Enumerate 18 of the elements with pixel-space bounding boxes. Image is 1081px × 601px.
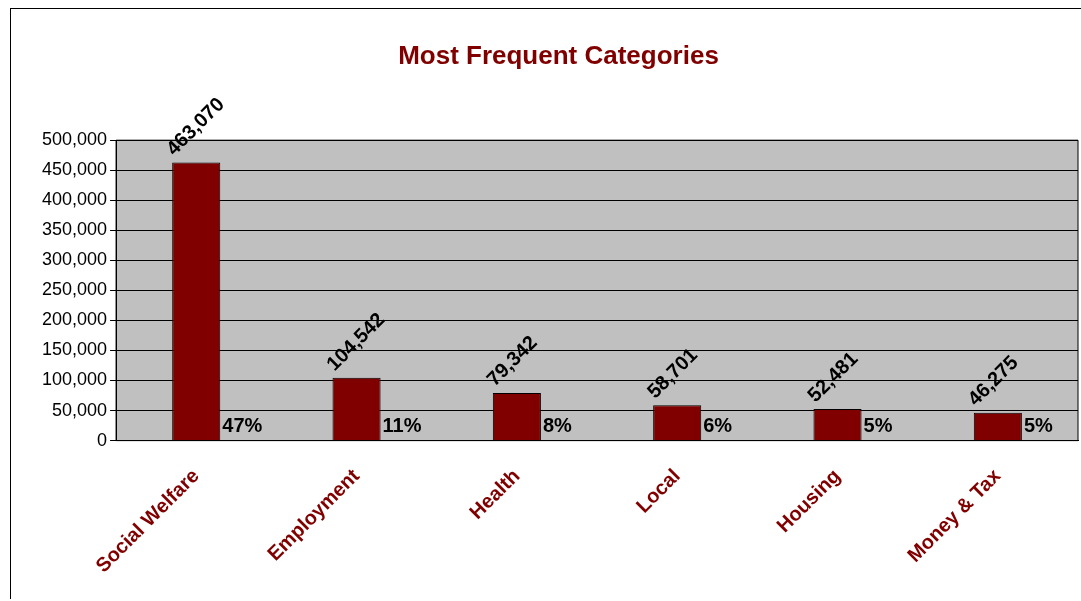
y-tick-label: 500,000 bbox=[41, 129, 108, 150]
annotation: 6% bbox=[703, 414, 733, 437]
y-tick-label: 350,000 bbox=[41, 219, 108, 240]
y-tick-label: 300,000 bbox=[41, 249, 108, 270]
annotation: 8% bbox=[542, 414, 573, 437]
y-tick-label: 50,000 bbox=[52, 399, 108, 420]
annotation: 47% bbox=[222, 414, 263, 437]
chart-title: Most Frequent Categories bbox=[398, 39, 719, 70]
y-tick-label: 200,000 bbox=[41, 309, 108, 330]
y-tick-label: 100,000 bbox=[41, 369, 108, 390]
y-tick-label: 150,000 bbox=[41, 339, 108, 360]
annotation: 5% bbox=[1023, 414, 1054, 437]
annotation: 5% bbox=[863, 414, 893, 437]
y-tick-label: 250,000 bbox=[41, 279, 108, 300]
annotation: 11% bbox=[382, 414, 422, 437]
y-tick-label: 400,000 bbox=[41, 189, 108, 210]
y-tick-label: 0 bbox=[97, 429, 108, 450]
y-tick-label: 450,000 bbox=[41, 159, 108, 180]
